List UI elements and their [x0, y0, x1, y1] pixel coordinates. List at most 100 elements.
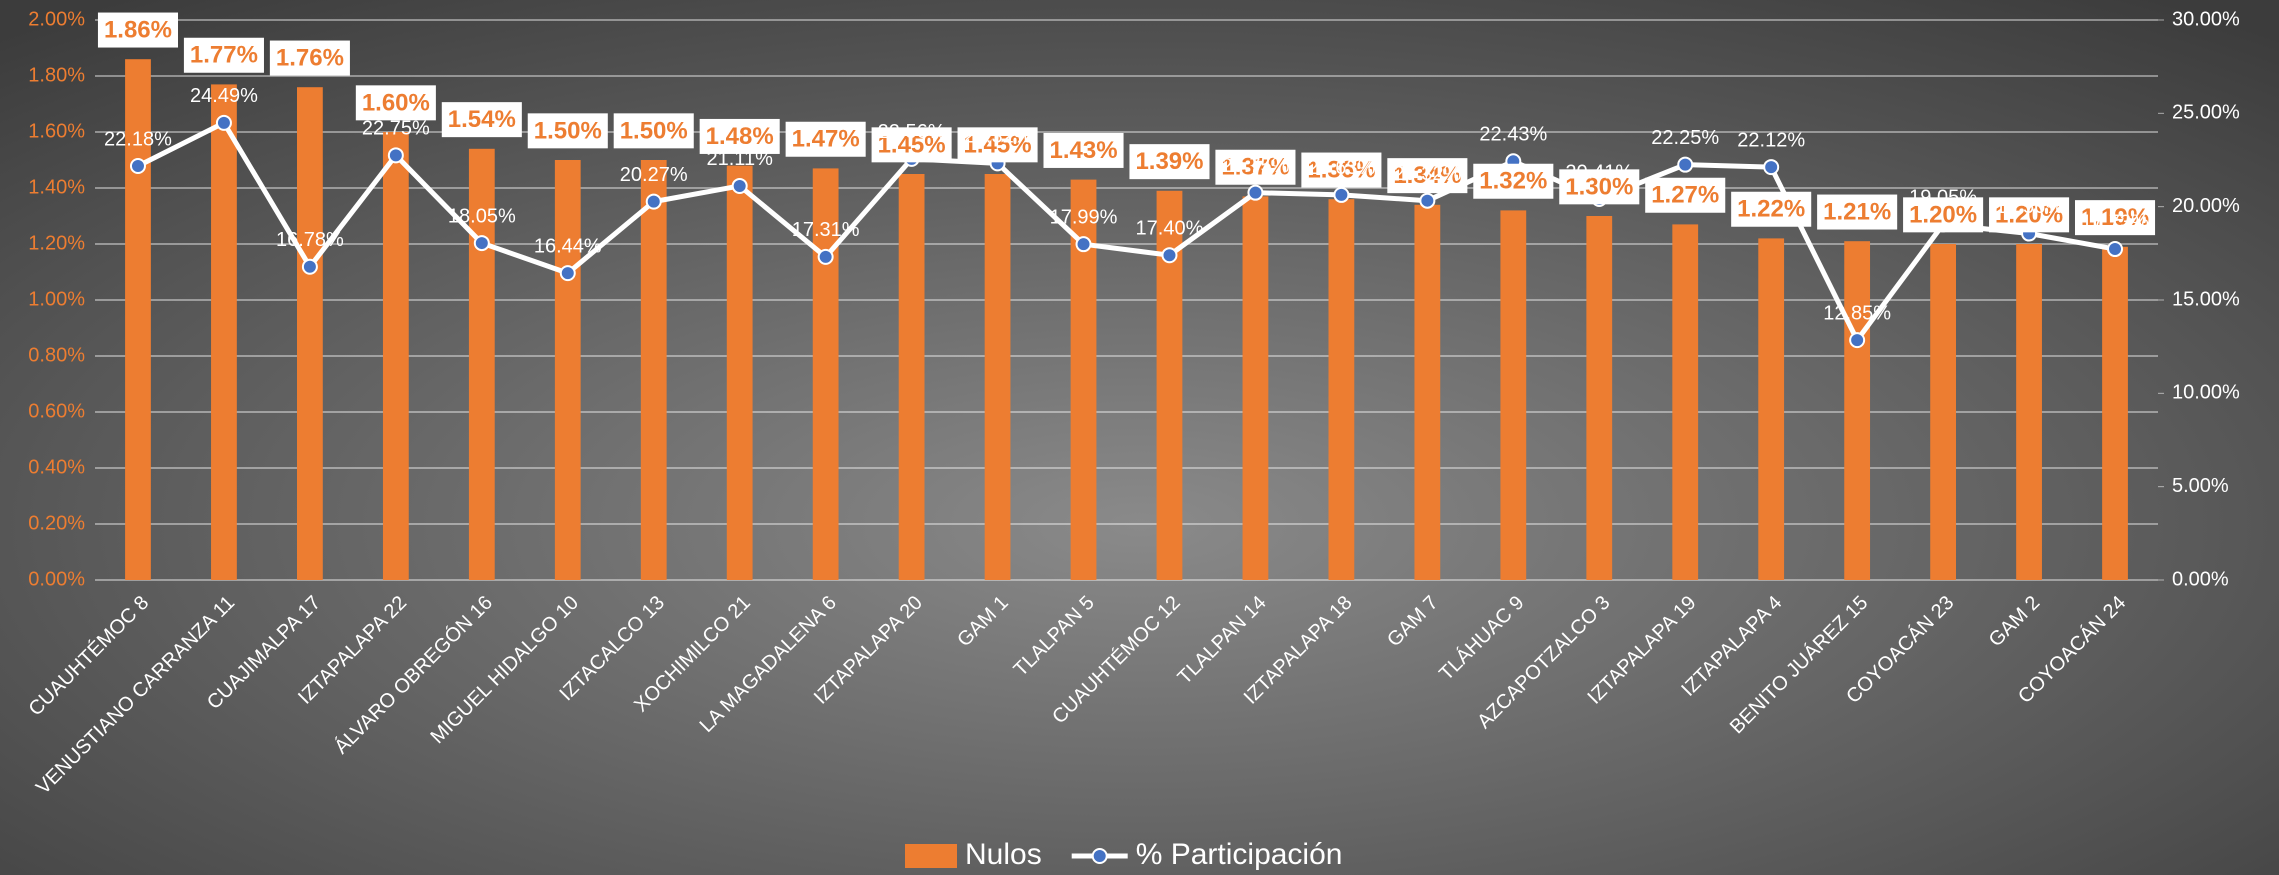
label-box — [1129, 144, 1210, 180]
bar — [726, 165, 753, 580]
label-box — [957, 127, 1038, 163]
line-value-label: 22.12% — [1737, 129, 1805, 151]
bar-value-label: 1.48% — [706, 123, 774, 150]
y-tick-label: 0.20% — [28, 512, 85, 534]
line-value-label: 18.05% — [448, 205, 516, 227]
line-value-label: 22.75% — [362, 118, 430, 140]
y2-tick-label: 0.00% — [2172, 568, 2229, 590]
line-value-label: 20.75% — [1222, 155, 1290, 177]
line-value-label: 22.43% — [1479, 124, 1547, 146]
label-box — [269, 40, 350, 76]
y2-tick-label: 5.00% — [2172, 475, 2229, 497]
bar — [640, 160, 667, 580]
label-box — [1903, 197, 1984, 233]
label-box — [2074, 200, 2156, 236]
label-box — [1817, 194, 1898, 230]
bar-value-label: 1.22% — [1737, 196, 1805, 223]
bar-value-label: 1.76% — [276, 45, 344, 72]
line-marker — [559, 265, 576, 282]
bar-value-label: 1.54% — [448, 106, 516, 133]
marks — [125, 59, 2128, 581]
bar-value-label: 1.20% — [1995, 201, 2063, 228]
y2-tick-label: 30.00% — [2172, 8, 2240, 30]
line-marker — [1333, 186, 1350, 203]
line-marker — [1419, 192, 1436, 209]
line-marker — [1161, 247, 1178, 264]
y-tick-label: 2.00% — [28, 8, 85, 30]
bar-value-label: 1.45% — [878, 131, 946, 158]
y-tick-label: 1.80% — [28, 64, 85, 86]
line-value-label: 18.56% — [1995, 196, 2063, 218]
label-box — [183, 37, 264, 73]
bar — [297, 87, 323, 580]
bar — [125, 59, 151, 580]
bar-value-label: 1.39% — [1135, 148, 1203, 175]
label-box — [699, 118, 780, 154]
bar — [1672, 224, 1699, 580]
line-marker — [2107, 241, 2124, 258]
line-value-label: 17.99% — [1050, 206, 1118, 228]
bar — [554, 160, 581, 580]
bar-value-label: 1.50% — [534, 117, 602, 144]
line-marker — [1763, 159, 1780, 176]
line-marker — [215, 114, 232, 131]
line-marker — [387, 147, 404, 164]
bar — [1328, 199, 1355, 580]
bar-value-label: 1.21% — [1823, 199, 1891, 226]
y2-tick-label: 15.00% — [2172, 288, 2240, 310]
bar — [468, 148, 495, 581]
bar — [898, 174, 925, 580]
y2-tick-label: 10.00% — [2172, 382, 2240, 404]
line-value-label: 12.85% — [1823, 302, 1891, 324]
y-tick-label: 0.00% — [28, 568, 85, 590]
bar-value-label: 1.27% — [1651, 182, 1719, 209]
label-box — [1301, 152, 1382, 188]
legend-swatch — [905, 844, 957, 868]
line-marker — [473, 235, 490, 252]
bar-value-label: 1.60% — [362, 89, 430, 116]
label-box — [1645, 177, 1726, 213]
bar-value-label: 1.43% — [1049, 137, 1117, 164]
line-marker — [817, 248, 834, 265]
y2-tick-label: 20.00% — [2172, 195, 2240, 217]
line-value-label: 22.25% — [1651, 127, 1719, 149]
line-value-label: 24.49% — [190, 85, 258, 107]
bar-value-label: 1.50% — [620, 117, 688, 144]
bar — [1586, 216, 1613, 580]
legend-label: % Participación — [1136, 838, 1343, 871]
line-value-label: 22.56% — [878, 121, 946, 143]
y-tick-label: 0.60% — [28, 400, 85, 422]
bar — [1500, 210, 1527, 580]
line-value-label: 19.05% — [1909, 187, 1977, 209]
bar — [984, 174, 1011, 580]
bar-value-label: 1.32% — [1479, 168, 1547, 195]
label-box — [1989, 197, 2070, 233]
line-value-label: 20.27% — [620, 164, 688, 186]
legend-label: Nulos — [965, 838, 1042, 871]
bar-value-label: 1.47% — [792, 126, 860, 153]
line-marker — [301, 258, 318, 275]
line-marker — [1677, 156, 1694, 173]
bar — [211, 84, 237, 581]
line-value-label: 17.31% — [792, 219, 860, 241]
grid — [95, 19, 2164, 581]
bar — [812, 168, 839, 580]
bar — [2016, 244, 2042, 580]
label-box — [1215, 149, 1296, 185]
y-tick-label: 1.00% — [28, 288, 85, 310]
line-value-label: 16.44% — [534, 235, 602, 257]
line-marker — [645, 193, 662, 210]
label-box — [1387, 158, 1468, 194]
label-box — [871, 127, 952, 163]
label-box — [441, 102, 522, 138]
line-marker — [1075, 236, 1092, 253]
y-tick-label: 1.20% — [28, 232, 85, 254]
label-box — [785, 121, 866, 157]
bar-value-label: 1.86% — [104, 17, 172, 44]
bar — [382, 132, 409, 580]
y2-tick-label: 25.00% — [2172, 102, 2240, 124]
line-value-label: 21.11% — [707, 148, 774, 170]
bar-value-label: 1.30% — [1565, 173, 1633, 200]
line-value-label: 22.18% — [104, 128, 172, 150]
